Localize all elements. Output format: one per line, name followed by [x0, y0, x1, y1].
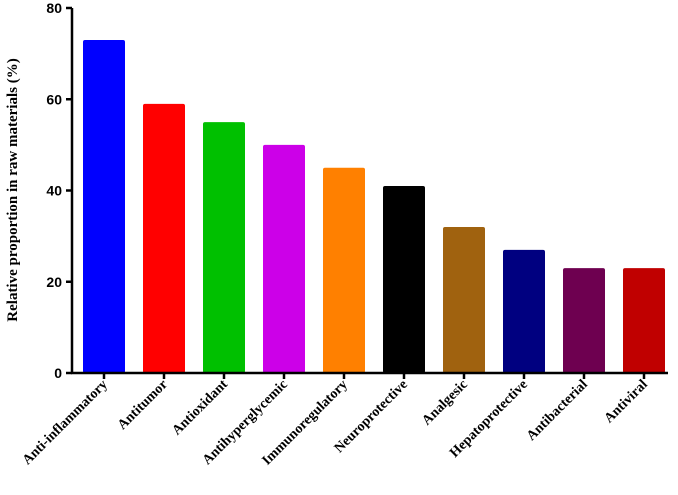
bar-neuroprotective — [383, 185, 425, 373]
y-tick-label: 0 — [54, 365, 62, 381]
x-category-label: Antioxidant — [170, 377, 231, 438]
bar-analgesic — [443, 227, 485, 373]
x-category-label: Antitumor — [115, 377, 171, 433]
x-category-label: Antiviral — [602, 377, 651, 426]
bars-group — [83, 39, 665, 373]
x-category-label: Analgesic — [420, 377, 471, 428]
y-tick-label: 80 — [46, 0, 62, 16]
bar-antibacterial — [563, 268, 605, 373]
bar-antioxidant — [203, 122, 245, 373]
y-axis-ticks: 0 20 40 60 80 — [46, 0, 72, 381]
bar-hepatoprotective — [503, 249, 545, 373]
y-tick-label: 20 — [46, 274, 62, 290]
bar-immunoregulatory — [323, 167, 365, 373]
x-category-label: Anti-inflammatory — [20, 377, 111, 468]
x-category-label: Antibacterial — [524, 377, 591, 444]
bar-antitumor — [143, 103, 185, 373]
y-tick-label: 40 — [46, 183, 62, 199]
y-tick-label: 60 — [46, 91, 62, 107]
bar-anti-inflammatory — [83, 39, 125, 373]
bar-antiviral — [623, 268, 665, 373]
y-axis-title: Relative proportion in raw materials (%) — [5, 58, 21, 321]
bar-antihyperglycemic — [263, 144, 305, 373]
